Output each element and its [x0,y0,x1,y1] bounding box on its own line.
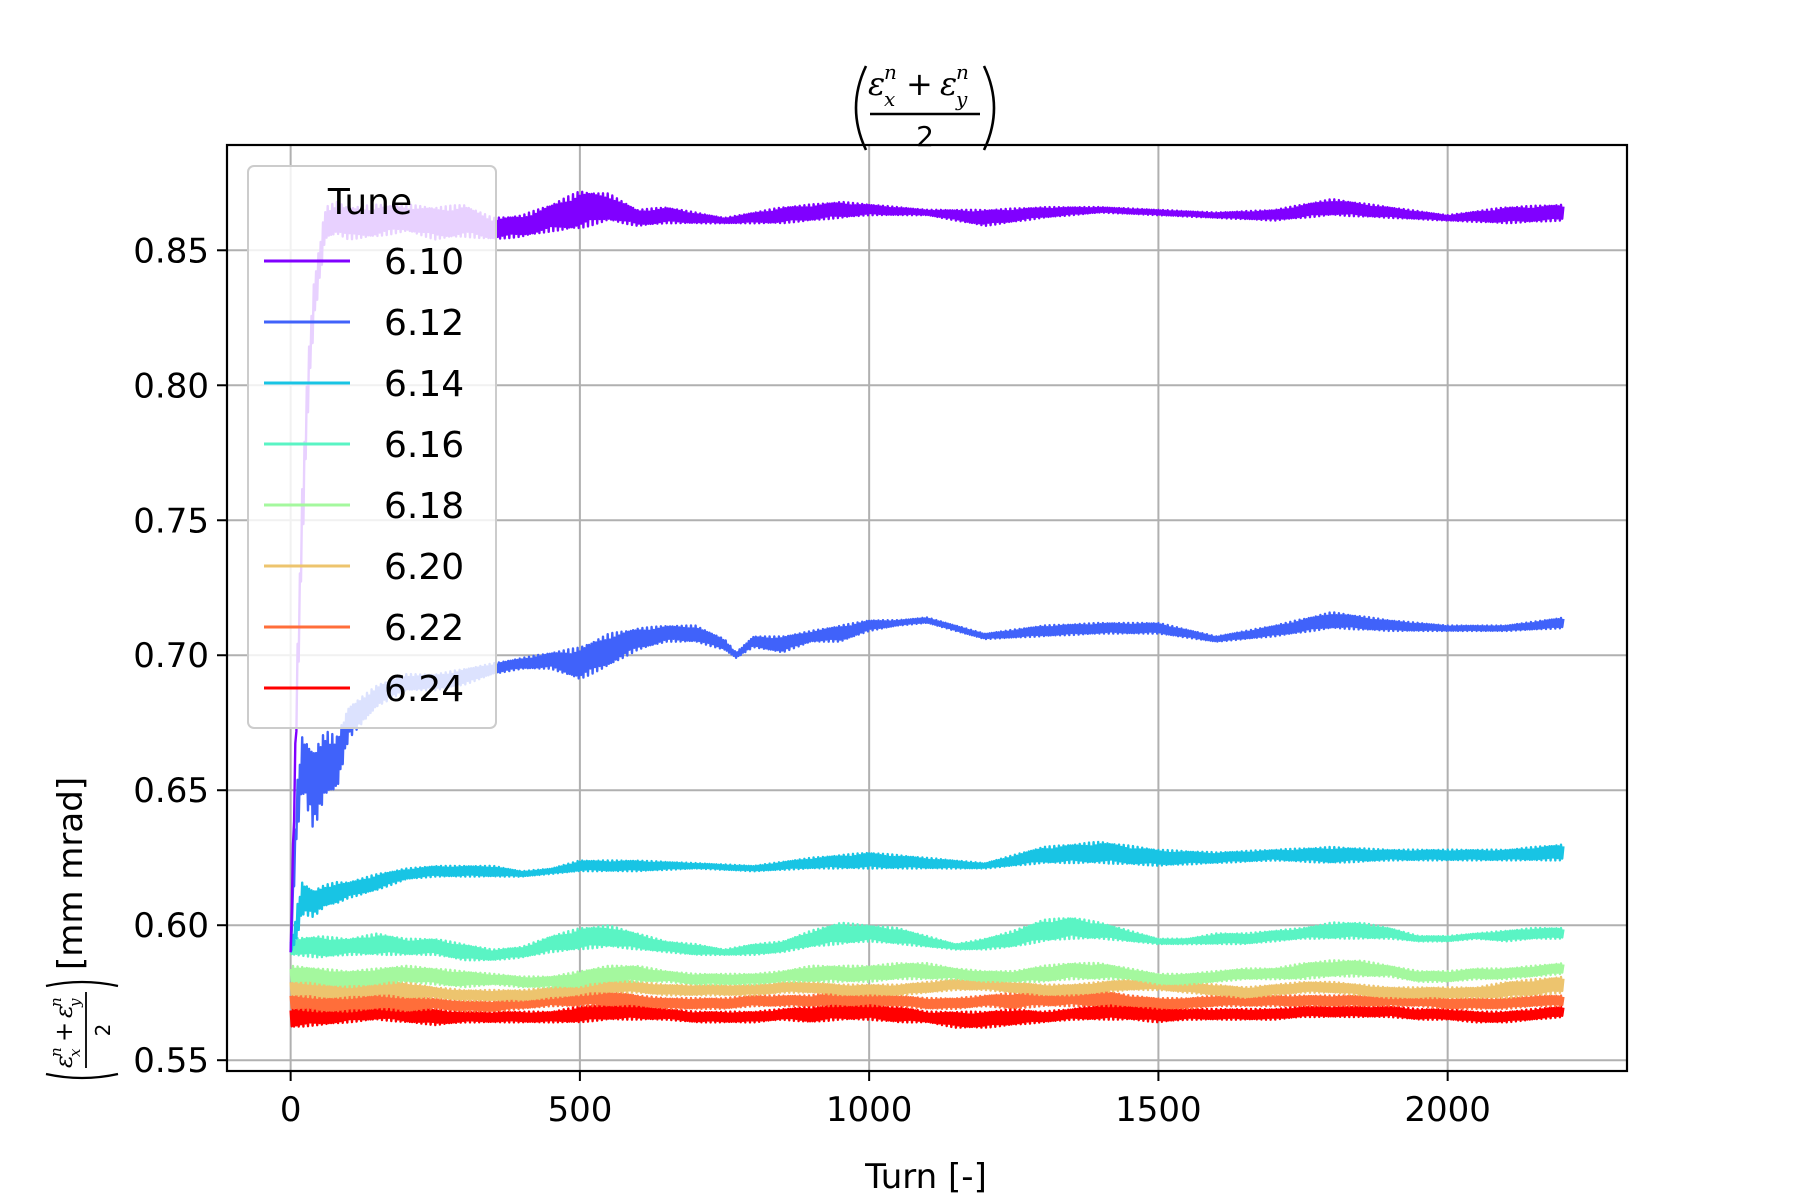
series-line-6.14 [289,840,1565,953]
ylabel-sup-y: n [47,997,65,1007]
ticks-layer: 0 500 1000 1500 2000 0.55 0.60 0.65 0.70 0.75 0.80… [133,231,1491,1130]
ylabel-sup-x: n [47,1047,65,1057]
y-tick-label: 0.80 [133,366,209,406]
legend-label-6.10: 6.10 [384,242,464,283]
legend-label-6.24: 6.24 [384,669,464,710]
plot-frame [225,143,1629,1073]
ylabel-right-paren [45,980,119,988]
title-eps-y: ε [940,65,957,103]
series-line-6.16 [289,917,1565,962]
title-denominator: 2 [916,120,934,153]
ylabel-left-paren [45,1072,119,1080]
legend-label-6.22: 6.22 [384,608,464,649]
series-line-6.24 [289,1002,1565,1029]
x-tick-label: 1000 [826,1090,913,1130]
title-right-paren [982,65,996,151]
legend-box [247,165,497,729]
ylabel-eps-x: ε [50,1055,78,1068]
ylabel-denominator: 2 [91,1024,115,1037]
title-sub-y: y [955,87,968,111]
ylabel-plus: + [50,1022,78,1042]
legend-label-6.18: 6.18 [384,486,464,527]
y-tick-label: 0.85 [133,231,209,271]
ylabel-eps-y: ε [50,1005,78,1018]
title-plus: + [906,65,933,103]
chart-title: ε n x + ε n y 2 [854,60,996,153]
legend-label-6.12: 6.12 [384,303,464,344]
series-line-6.12 [289,611,1565,953]
title-sup-x: n [884,60,897,84]
series-line-6.18 [289,959,1565,989]
legend-label-6.16: 6.16 [384,425,464,466]
legend-label-6.20: 6.20 [384,547,464,588]
legend-title: Tune [327,182,412,223]
legend-label-6.14: 6.14 [384,364,464,405]
x-axis-label: Turn [-] [864,1157,987,1197]
ylabel-sub-y: y [66,998,84,1008]
plot-area [289,190,1565,1029]
y-tick-label: 0.65 [133,771,209,811]
y-tick-label: 0.55 [133,1041,209,1081]
x-tick-label: 0 [280,1090,302,1130]
series-line-6.20 [289,975,1565,1002]
title-left-paren [854,65,868,151]
y-tick-label: 0.75 [133,501,209,541]
title-sub-x: x [884,87,895,111]
y-tick-label: 0.60 [133,906,209,946]
x-tick-label: 500 [547,1090,612,1130]
title-sup-y: n [956,60,969,84]
x-tick-label: 1500 [1115,1090,1202,1130]
title-eps-x: ε [868,65,885,103]
y-tick-label: 0.70 [133,636,209,676]
series-line-6.22 [289,988,1565,1013]
series-line-6.10 [289,190,1565,953]
ylabel-sub-x: x [66,1048,84,1057]
legend: Tune 6.10 6.12 6.14 6.16 6.18 6.20 6.22 6.24 [247,165,497,729]
y-axis-label: ε n x + ε n y 2 [mm mrad] [45,777,119,1080]
ylabel-units: [mm mrad] [51,777,91,970]
x-tick-label: 2000 [1404,1090,1491,1130]
